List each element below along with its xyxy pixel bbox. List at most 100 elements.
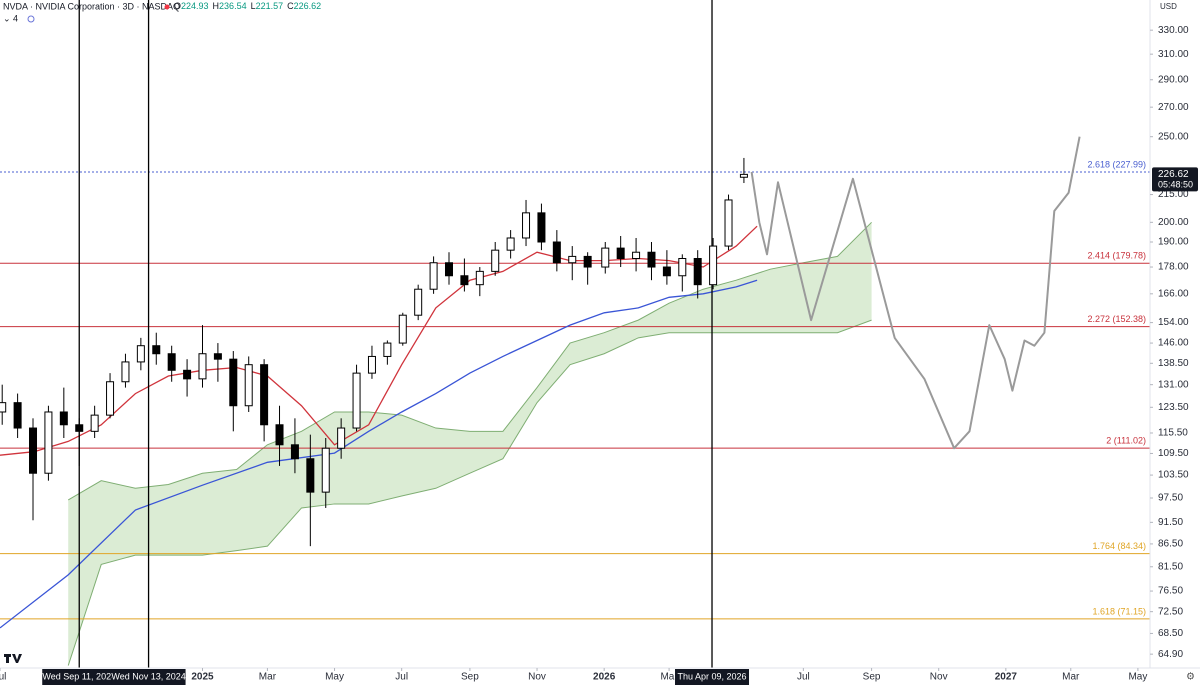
candle-body (275, 424, 284, 446)
symbol-title: NVDA · NVIDIA Corporation · 3D · NASDAQ (3, 1, 180, 11)
ohlc-value: 224.93 (181, 1, 209, 11)
candle-body (260, 364, 269, 426)
candle-body (601, 247, 610, 268)
y-tick-label: 131.00 (1158, 379, 1189, 390)
currency[interactable]: USD (1160, 2, 1177, 11)
candle-body (321, 447, 330, 493)
candle-body (616, 247, 625, 260)
y-tick-label: 250.00 (1158, 131, 1189, 142)
last-price: 226.62 (1158, 169, 1189, 180)
crosshair-label: Thu Apr 09, 2026 (677, 671, 746, 681)
candle-body (662, 266, 671, 277)
ohlc-value: 236.54 (219, 1, 247, 11)
crosshair-label: Wed Sep 11, 2024 (42, 671, 116, 681)
candle-body (724, 199, 733, 247)
y-tick-label: 68.50 (1158, 628, 1183, 639)
collapse-toggle[interactable]: ⌄ (3, 13, 11, 23)
projection-path (750, 136, 1081, 450)
candle-body (167, 353, 176, 371)
y-tick-label: 178.00 (1158, 262, 1189, 273)
candle-body (647, 251, 656, 268)
x-tick-label: Mar (1062, 672, 1080, 683)
cloud-fill (68, 222, 872, 666)
y-tick-label: 86.50 (1158, 539, 1183, 550)
y-tick-label: 81.50 (1158, 561, 1183, 572)
y-tick-label: 166.00 (1158, 288, 1189, 299)
x-tick-label: Nov (528, 672, 546, 683)
fib-level-label: 2 (111.02) (1106, 436, 1146, 446)
ohlc-value: 221.57 (256, 1, 284, 11)
crosshair-label: Wed Nov 13, 2024 (111, 671, 185, 681)
y-tick-label: 190.00 (1158, 237, 1189, 248)
candle-body (383, 342, 392, 357)
candle-body (568, 255, 577, 264)
moving-average (0, 279, 758, 629)
candle-body (398, 314, 407, 344)
candle-body (414, 288, 423, 316)
candle-body (367, 355, 376, 374)
y-tick-label: 154.00 (1158, 317, 1189, 328)
y-tick-label: 115.50 (1158, 428, 1188, 439)
y-tick-label: 97.50 (1158, 493, 1183, 504)
y-tick-label: 146.00 (1158, 338, 1189, 349)
fib-level-label: 1.618 (71.15) (1092, 606, 1146, 616)
candle-body (475, 270, 484, 286)
candle-body (244, 364, 253, 407)
x-tick-label: May (325, 672, 344, 683)
fib-level-label: 1.764 (84.34) (1092, 541, 1146, 551)
candle-body (739, 173, 748, 178)
cloud-lower (67, 319, 872, 666)
market-status (164, 4, 170, 10)
candle-body (444, 262, 453, 277)
candle-body (306, 458, 315, 493)
x-tick-label: 2027 (995, 672, 1018, 683)
y-tick-label: 91.50 (1158, 517, 1183, 528)
settings-button[interactable]: ⚙ (1186, 672, 1195, 683)
crosshair-label-box (675, 669, 750, 685)
indicator-icon[interactable] (27, 15, 35, 23)
y-tick-label: 270.00 (1158, 102, 1189, 113)
y-tick-label: 103.50 (1158, 470, 1189, 481)
y-tick-label: 72.50 (1158, 606, 1183, 617)
legend-header: NVDA · NVIDIA Corporation · 3D · NASDAQ … (3, 1, 1177, 23)
candle-body (522, 212, 531, 239)
logo[interactable] (4, 654, 22, 663)
ohlc-label: C (287, 1, 294, 11)
ohlc-label: L (251, 1, 256, 11)
y-tick-label: 310.00 (1158, 49, 1189, 60)
candle-body (229, 358, 238, 407)
candle-body (136, 345, 145, 363)
candle-body (183, 369, 192, 380)
x-tick-label: Nov (930, 672, 948, 683)
y-tick-label: 64.90 (1158, 649, 1183, 660)
candle-body (44, 411, 53, 474)
candle-body (552, 241, 561, 264)
fib-level-label: 2.414 (179.78) (1087, 251, 1146, 261)
candle-body (506, 237, 515, 251)
candle-body (678, 258, 687, 277)
x-tick-label: Jul (797, 672, 810, 683)
tradingview-logo[interactable] (4, 654, 22, 663)
candle-body (0, 402, 7, 413)
ohlc-label: H (213, 1, 220, 11)
ohlc-value: 226.62 (294, 1, 322, 11)
candle-body (29, 427, 38, 474)
plot-area (0, 0, 1150, 668)
y-tick-label: 215.00 (1158, 189, 1189, 200)
candle-body (59, 411, 68, 426)
candle-body (709, 245, 718, 286)
candle-body (198, 353, 207, 380)
candle-body (13, 402, 22, 429)
axes: 64.90 68.50 72.50 76.50 81.50 86.50 91.50 97.50… (0, 25, 1198, 685)
candle-body (106, 381, 115, 416)
candle-body (460, 275, 469, 286)
crosshair-label-box (111, 669, 186, 685)
countdown: 05:48:50 (1158, 180, 1193, 190)
indicator-count[interactable]: 4 (13, 13, 18, 23)
candle-body (213, 353, 222, 360)
fib-level-label: 2.272 (152.38) (1087, 314, 1146, 324)
price-label-box (1152, 167, 1198, 192)
candle-body (693, 258, 702, 286)
x-tick-label: Mar (660, 672, 678, 683)
